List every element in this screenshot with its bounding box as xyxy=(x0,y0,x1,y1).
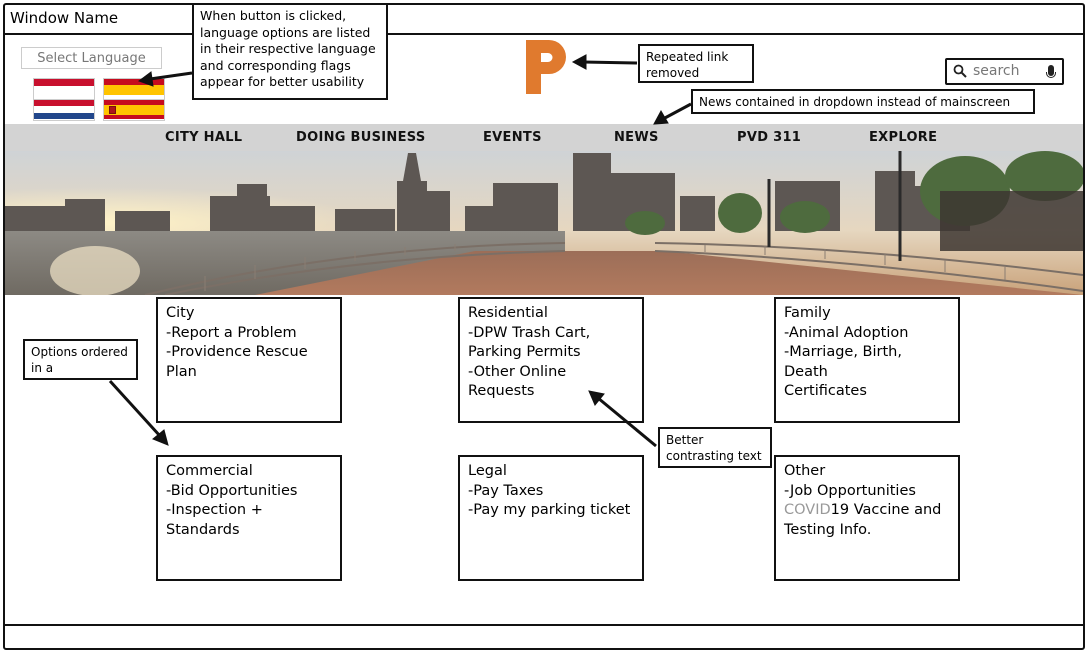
card-link-rescue-plan-cont[interactable]: Plan xyxy=(166,363,197,380)
covid-rest-text: 19 Vaccine and xyxy=(830,502,942,518)
search-input[interactable]: search xyxy=(973,63,1020,79)
providence-logo[interactable] xyxy=(522,38,572,96)
title-bar xyxy=(3,3,1085,35)
footer-divider xyxy=(3,624,1085,626)
language-annotation: When button is clicked, language options… xyxy=(192,3,388,100)
card-link-inspection[interactable]: -Inspection + xyxy=(166,502,263,518)
contrast-annotation: Better contrasting text xyxy=(658,427,772,468)
microphone-icon[interactable] xyxy=(1046,65,1056,78)
netherlands-flag[interactable] xyxy=(33,99,95,121)
nav-doing-business[interactable]: DOING BUSINESS xyxy=(296,130,426,145)
card-link-report-problem[interactable]: -Report a Problem xyxy=(166,324,297,341)
card-link-certificates-cont[interactable]: Certificates xyxy=(784,383,867,399)
nav-explore[interactable]: EXPLORE xyxy=(869,130,938,145)
window-frame xyxy=(3,3,1085,650)
spain-flag[interactable] xyxy=(103,99,165,121)
card-legal[interactable]: Legal -Pay Taxes -Pay my parking ticket xyxy=(458,455,644,581)
spain-flag[interactable] xyxy=(103,78,165,100)
card-link-job-opportunities[interactable]: -Job Opportunities xyxy=(784,482,916,499)
card-residential[interactable]: Residential -DPW Trash Cart, Parking Per… xyxy=(458,297,644,423)
card-link-online-requests[interactable]: -Other Online xyxy=(468,363,567,380)
search-box[interactable]: search xyxy=(945,58,1064,85)
nav-events[interactable]: EVENTS xyxy=(483,130,542,145)
main-nav: CITY HALL DOING BUSINESS EVENTS NEWS PVD… xyxy=(5,124,1083,152)
options-annotation: Options ordered in a xyxy=(23,339,138,380)
card-link-parking-ticket[interactable]: -Pay my parking ticket xyxy=(468,502,631,518)
card-other[interactable]: Other -Job Opportunities COVID19 Vaccine… xyxy=(774,455,960,581)
card-title: Legal xyxy=(468,463,507,479)
search-icon xyxy=(953,64,967,82)
card-family[interactable]: Family -Animal Adoption -Marriage, Birth… xyxy=(774,297,960,423)
window-title: Window Name xyxy=(10,9,119,27)
card-title: Other xyxy=(784,463,826,479)
card-title: City xyxy=(166,305,195,321)
card-commercial[interactable]: Commercial -Bid Opportunities -Inspectio… xyxy=(156,455,342,581)
card-link-animal-adoption[interactable]: -Animal Adoption xyxy=(784,324,909,341)
card-link-rescue-plan[interactable]: -Providence Rescue xyxy=(166,344,308,360)
netherlands-flag[interactable] xyxy=(33,78,95,100)
card-title: Family xyxy=(784,305,831,321)
card-link-trash-cart[interactable]: -DPW Trash Cart, xyxy=(468,324,591,341)
card-link-bid-opportunities[interactable]: -Bid Opportunities xyxy=(166,482,298,499)
card-link-online-requests-cont[interactable]: Requests xyxy=(468,383,535,399)
language-select[interactable]: Select Language xyxy=(21,47,162,69)
card-title: Residential xyxy=(468,305,548,321)
card-link-certificates[interactable]: -Marriage, Birth, Death xyxy=(784,344,902,380)
card-link-parking-permits[interactable]: Parking Permits xyxy=(468,344,581,360)
news-annotation: News contained in dropdown instead of ma… xyxy=(691,89,1035,114)
covid-text: COVID xyxy=(784,502,831,518)
nav-city-hall[interactable]: CITY HALL xyxy=(165,130,243,145)
nav-news[interactable]: NEWS xyxy=(614,130,659,145)
logo-annotation: Repeated link removed xyxy=(638,44,754,83)
card-link-covid[interactable]: COVID19 Vaccine and xyxy=(784,501,950,521)
nav-pvd-311[interactable]: PVD 311 xyxy=(737,130,802,145)
card-city[interactable]: City -Report a Problem -Providence Rescu… xyxy=(156,297,342,423)
hero-skyline-image xyxy=(5,151,1083,295)
card-title: Commercial xyxy=(166,463,253,479)
card-link-pay-taxes[interactable]: -Pay Taxes xyxy=(468,482,544,499)
card-link-testing-info[interactable]: Testing Info. xyxy=(784,521,872,538)
card-link-inspection-cont[interactable]: Standards xyxy=(166,521,240,538)
